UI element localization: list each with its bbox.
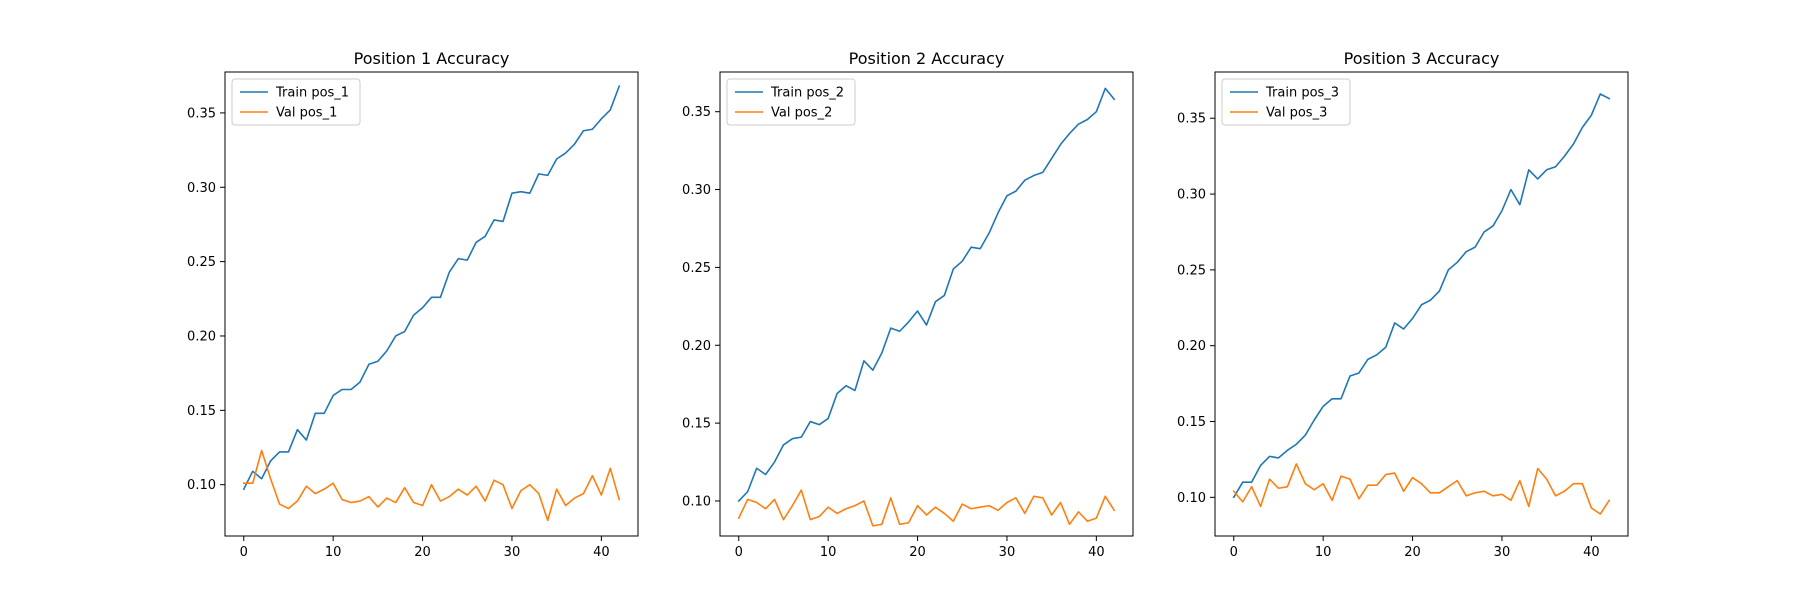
series-line-val-pos-2: [737, 489, 1116, 527]
y-tick-label: 0.15: [187, 404, 216, 419]
x-tick-label: 30: [504, 545, 521, 560]
y-tick-label: 0.30: [187, 181, 216, 196]
legend-label: Val pos_2: [771, 106, 832, 121]
legend: Train pos_3 Val pos_3: [1221, 78, 1351, 126]
legend-box: [231, 78, 361, 126]
legend-box: [1221, 78, 1351, 126]
x-tick-label: 30: [1494, 545, 1511, 560]
y-tick-label: 0.15: [1177, 415, 1206, 430]
legend-box: [726, 78, 856, 126]
series-line-train-pos-1: [242, 85, 621, 491]
legend-label: Val pos_1: [276, 106, 337, 121]
y-tick-label: 0.35: [1177, 112, 1206, 127]
y-tick-label: 0.20: [187, 329, 216, 344]
chart-title: Position 2 Accuracy: [849, 49, 1005, 68]
x-tick-label: 20: [1404, 545, 1421, 560]
y-tick-label: 0.15: [682, 417, 711, 432]
y-tick-label: 0.30: [1177, 188, 1206, 203]
legend-label: Train pos_3: [1265, 86, 1339, 101]
chart-title: Position 3 Accuracy: [1344, 49, 1500, 68]
x-tick-label: 30: [999, 545, 1016, 560]
y-tick-label: 0.25: [1177, 263, 1206, 278]
x-tick-label: 0: [735, 545, 743, 560]
y-tick-label: 0.20: [1177, 339, 1206, 354]
x-tick-label: 10: [325, 545, 342, 560]
x-tick-label: 10: [1315, 545, 1332, 560]
y-tick-label: 0.30: [682, 183, 711, 198]
series-line-val-pos-3: [1232, 463, 1611, 515]
x-tick-label: 20: [909, 545, 926, 560]
plot-frame: [719, 71, 1134, 537]
chart-panel-1: Position 1 Accuracy 0 10 20 30 40 0.10 0.15 0.20…: [187, 49, 639, 560]
y-tick-label: 0.10: [682, 494, 711, 509]
x-tick-label: 0: [1230, 545, 1238, 560]
y-tick-label: 0.35: [187, 106, 216, 121]
x-tick-label: 40: [1088, 545, 1105, 560]
y-tick-label: 0.25: [682, 261, 711, 276]
x-tick-label: 0: [240, 545, 248, 560]
y-tick-label: 0.10: [1177, 491, 1206, 506]
chart-title: Position 1 Accuracy: [354, 49, 510, 68]
x-tick-label: 40: [593, 545, 610, 560]
legend: Train pos_2 Val pos_2: [726, 78, 856, 126]
y-tick-label: 0.25: [187, 255, 216, 270]
legend: Train pos_1 Val pos_1: [231, 78, 361, 126]
plot-frame: [224, 71, 639, 537]
x-tick-label: 20: [414, 545, 431, 560]
x-tick-label: 10: [820, 545, 837, 560]
legend-label: Train pos_1: [275, 86, 349, 101]
chart-panel-3: Position 3 Accuracy 0 10 20 30 40 0.10 0.15 0.20…: [1177, 49, 1629, 560]
chart-panel-2: Position 2 Accuracy 0 10 20 30 40 0.10 0.15 0.20…: [682, 49, 1134, 560]
legend-label: Val pos_3: [1266, 106, 1327, 121]
y-tick-label: 0.35: [682, 105, 711, 120]
series-line-val-pos-1: [242, 449, 621, 522]
series-line-train-pos-2: [737, 87, 1116, 503]
series-line-train-pos-3: [1232, 93, 1611, 499]
x-tick-label: 40: [1583, 545, 1600, 560]
plot-frame: [1214, 71, 1629, 537]
y-tick-label: 0.20: [682, 339, 711, 354]
y-tick-label: 0.10: [187, 478, 216, 493]
legend-label: Train pos_2: [770, 86, 844, 101]
